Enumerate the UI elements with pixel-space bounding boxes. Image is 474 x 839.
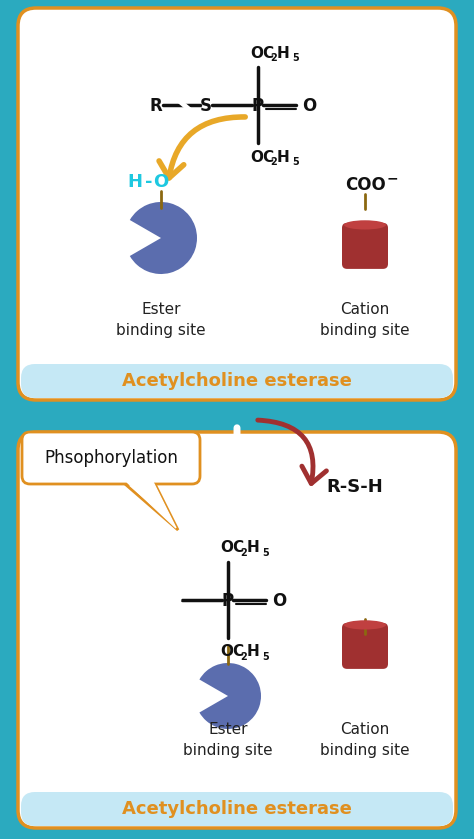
Text: 2: 2 — [270, 157, 277, 167]
Text: COO: COO — [345, 601, 386, 619]
Text: 2: 2 — [270, 53, 277, 63]
Text: 2: 2 — [240, 548, 247, 558]
Text: O: O — [272, 592, 286, 610]
Ellipse shape — [344, 221, 386, 230]
Text: 2: 2 — [240, 652, 247, 662]
Text: OC: OC — [220, 644, 244, 659]
Text: P: P — [252, 97, 264, 115]
Text: −: − — [387, 171, 399, 185]
Text: 5: 5 — [262, 652, 269, 662]
Text: COO: COO — [345, 176, 386, 194]
Text: Acetylcholine esterase: Acetylcholine esterase — [122, 800, 352, 818]
FancyBboxPatch shape — [342, 223, 388, 269]
Text: Cation
binding site: Cation binding site — [320, 722, 410, 758]
Text: H: H — [247, 540, 260, 555]
Wedge shape — [200, 663, 261, 729]
FancyBboxPatch shape — [21, 364, 453, 398]
Text: −: − — [387, 596, 399, 610]
Text: OC: OC — [250, 45, 274, 60]
Text: OC: OC — [220, 540, 244, 555]
FancyBboxPatch shape — [18, 8, 456, 400]
Text: H: H — [277, 149, 290, 164]
Text: Ester
binding site: Ester binding site — [183, 722, 273, 758]
Text: OC: OC — [250, 149, 274, 164]
Polygon shape — [125, 484, 178, 530]
Text: 5: 5 — [262, 548, 269, 558]
Text: H: H — [247, 644, 260, 659]
Ellipse shape — [344, 620, 386, 629]
Text: Phsophorylation: Phsophorylation — [44, 449, 178, 467]
Text: 5: 5 — [292, 53, 299, 63]
Text: R: R — [150, 97, 163, 115]
Wedge shape — [130, 202, 197, 274]
Text: Cation
binding site: Cation binding site — [320, 302, 410, 338]
FancyArrowPatch shape — [258, 420, 327, 483]
Text: 5: 5 — [292, 157, 299, 167]
Text: Ester
binding site: Ester binding site — [116, 302, 206, 338]
FancyArrowPatch shape — [91, 100, 193, 182]
FancyBboxPatch shape — [22, 432, 200, 484]
FancyBboxPatch shape — [342, 623, 388, 669]
Text: H: H — [277, 45, 290, 60]
Polygon shape — [127, 482, 176, 528]
Text: H: H — [128, 173, 143, 191]
Text: O: O — [302, 97, 316, 115]
FancyBboxPatch shape — [21, 792, 453, 826]
Text: Acetylcholine esterase: Acetylcholine esterase — [122, 372, 352, 390]
Text: O: O — [167, 592, 181, 610]
Text: O: O — [154, 173, 169, 191]
FancyArrowPatch shape — [159, 117, 245, 178]
Text: P: P — [222, 592, 234, 610]
Text: R-S-H: R-S-H — [327, 478, 383, 496]
Text: S: S — [200, 97, 212, 115]
Text: -: - — [145, 173, 153, 191]
FancyBboxPatch shape — [18, 432, 456, 828]
